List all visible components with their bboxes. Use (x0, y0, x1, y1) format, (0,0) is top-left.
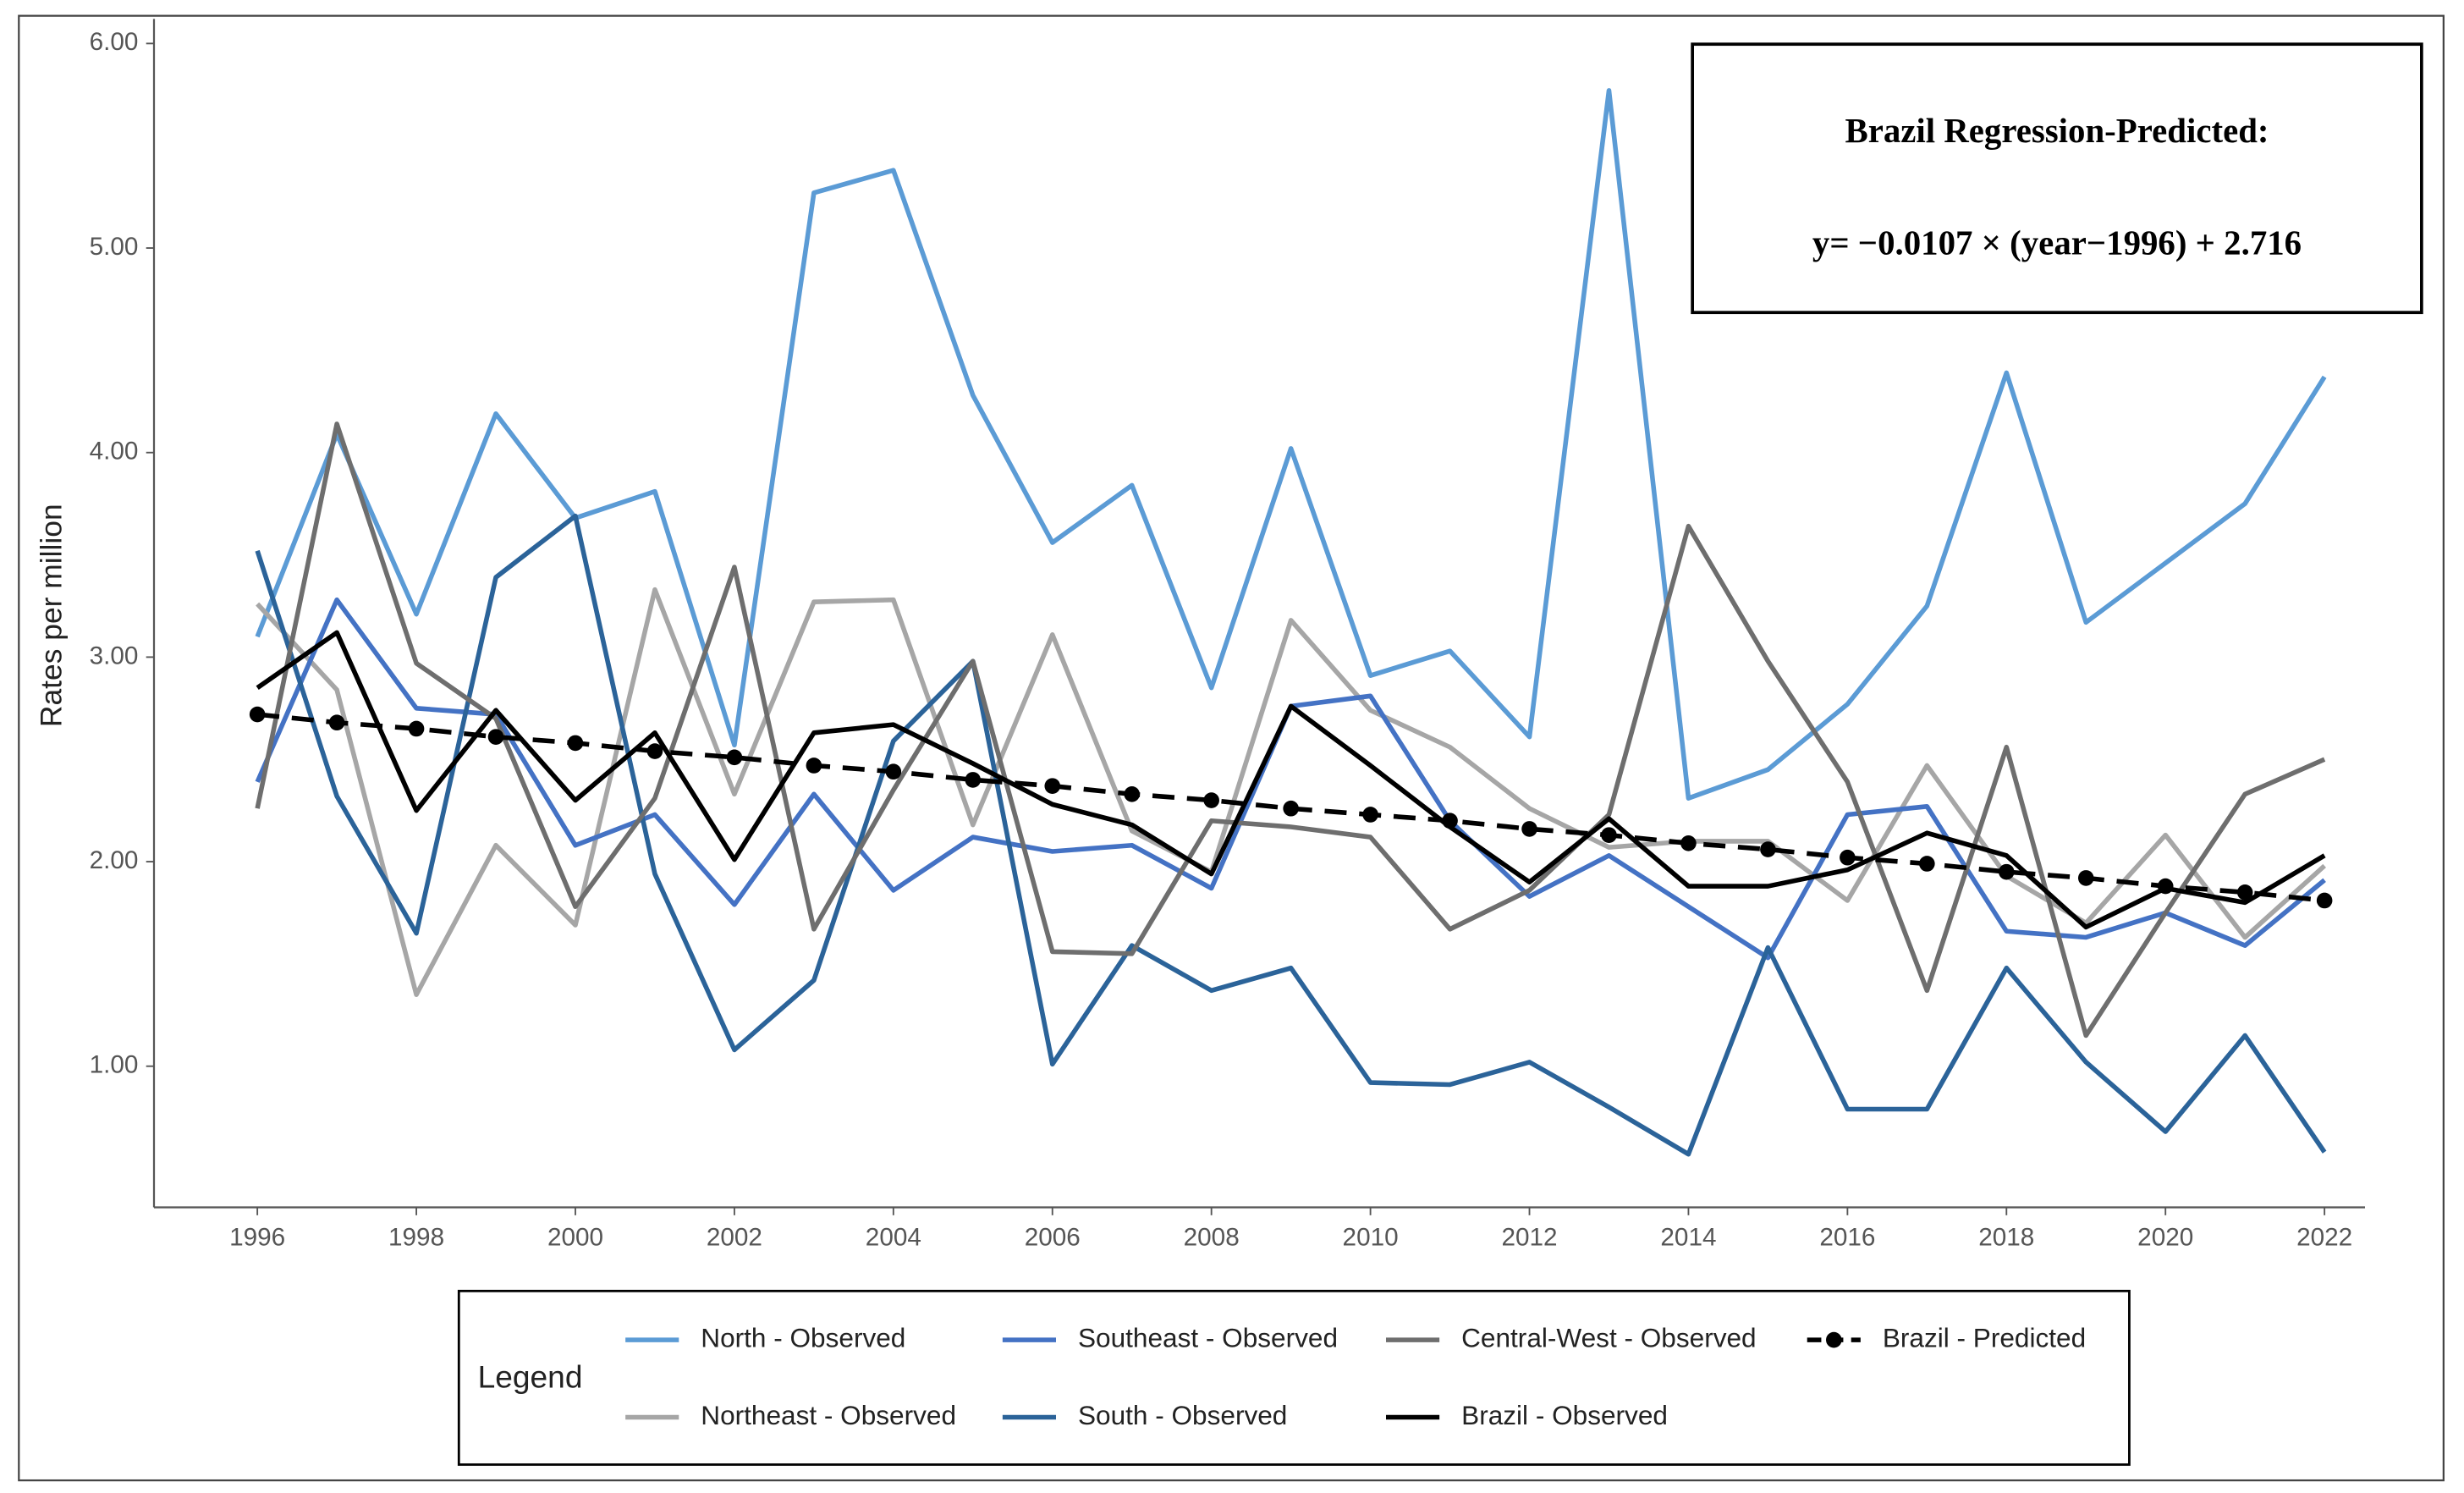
series-marker (2316, 892, 2333, 909)
legend-label: South - Observed (1078, 1400, 1287, 1430)
series-line (256, 587, 2327, 997)
x-tick-label: 2022 (2296, 1224, 2352, 1252)
series-marker (806, 758, 822, 774)
legend-marker (1826, 1331, 1842, 1348)
x-tick-label: 1998 (388, 1224, 444, 1252)
x-tick-label: 2018 (1978, 1224, 2034, 1252)
x-tick-label: 2006 (1025, 1224, 1081, 1252)
series-line (255, 513, 2327, 1157)
annotation-box (1691, 42, 2423, 315)
series-marker (2236, 884, 2253, 901)
x-tick-label: 1996 (229, 1224, 285, 1252)
series-marker (2077, 870, 2094, 886)
x-tick-label: 2002 (707, 1224, 762, 1252)
series-marker (1680, 835, 1697, 851)
x-tick-label: 2004 (866, 1224, 921, 1252)
series-marker (1521, 821, 1537, 837)
series-marker (249, 706, 266, 723)
series-marker (1999, 863, 2015, 880)
series-marker (328, 714, 345, 731)
series-marker (1203, 792, 1219, 808)
legend-label: North - Observed (701, 1322, 905, 1353)
series-marker (1362, 807, 1378, 823)
y-tick-label: 5.00 (90, 233, 139, 261)
series-marker (487, 729, 504, 745)
series-marker (1601, 827, 1617, 843)
series-marker (885, 763, 902, 780)
series-marker (646, 743, 663, 759)
y-tick-label: 4.00 (90, 438, 139, 466)
legend-box (457, 1289, 2131, 1466)
legend-label: Southeast - Observed (1078, 1322, 1338, 1353)
series-marker (1919, 856, 1935, 872)
y-tick-label: 1.00 (90, 1051, 139, 1079)
x-tick-label: 2012 (1501, 1224, 1557, 1252)
y-tick-label: 3.00 (90, 642, 139, 669)
x-tick-label: 2020 (2137, 1224, 2193, 1252)
series-marker (567, 735, 584, 752)
series-marker (1283, 800, 1299, 817)
series-marker (965, 772, 982, 788)
y-tick-label: 2.00 (90, 846, 139, 874)
series-marker (1044, 778, 1061, 794)
legend-label: Central-West - Observed (1461, 1322, 1756, 1353)
series-marker (1760, 841, 1776, 857)
legend-title: Legend (478, 1359, 583, 1395)
y-axis-label: Rates per million (36, 504, 69, 727)
series-marker (1124, 785, 1141, 802)
x-tick-label: 2008 (1184, 1224, 1240, 1252)
legend-label: Brazil - Observed (1461, 1400, 1668, 1430)
x-tick-label: 2000 (547, 1224, 603, 1252)
series-marker (1442, 813, 1458, 829)
x-tick-label: 2014 (1660, 1224, 1716, 1252)
series-marker (726, 749, 743, 766)
series-line (256, 630, 2326, 930)
legend-label: Northeast - Observed (701, 1400, 956, 1430)
series-marker (408, 720, 425, 737)
series-line (255, 421, 2326, 1038)
series-marker (1840, 849, 1856, 866)
annotation-title: Brazil Regression-Predicted: (1845, 112, 2269, 150)
x-tick-label: 2010 (1343, 1224, 1399, 1252)
legend-label: Brazil - Predicted (1883, 1322, 2086, 1353)
series-line (255, 88, 2327, 801)
outer-border (18, 14, 2445, 1482)
x-tick-label: 2016 (1819, 1224, 1875, 1252)
annotation-equation: y= −0.0107 × (year−1996) + 2.716 (1812, 223, 2302, 262)
series-marker (2157, 878, 2174, 895)
y-tick-label: 6.00 (90, 28, 139, 56)
